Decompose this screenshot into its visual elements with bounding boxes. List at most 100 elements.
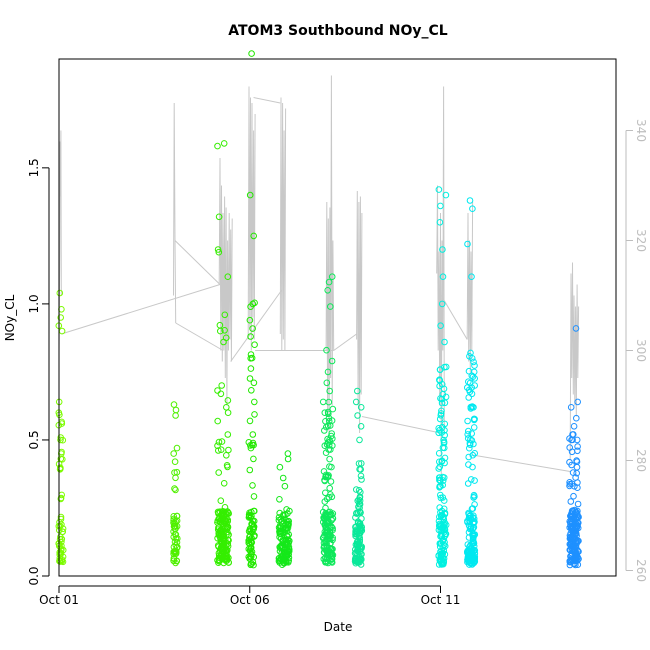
data-point <box>354 412 361 419</box>
data-point <box>247 351 255 358</box>
data-point <box>440 497 448 504</box>
data-point <box>57 513 65 521</box>
overlay-connector <box>174 240 221 285</box>
data-point <box>224 531 232 539</box>
data-point <box>324 408 332 416</box>
data-point <box>566 482 573 490</box>
data-point <box>172 406 180 414</box>
data-point <box>215 213 223 221</box>
data-point <box>251 341 258 349</box>
data-point <box>214 417 221 425</box>
data-point <box>573 457 580 464</box>
data-point <box>471 477 478 484</box>
data-point <box>214 142 221 150</box>
data-point <box>323 346 330 354</box>
data-point <box>170 528 177 535</box>
data-point <box>281 536 289 544</box>
data-point <box>356 494 364 502</box>
data-point <box>435 186 443 193</box>
data-point <box>356 436 363 444</box>
data-point <box>437 552 445 559</box>
data-point <box>248 548 256 556</box>
data-point <box>217 497 225 505</box>
right-tick-label: 280 <box>634 449 648 472</box>
data-point <box>352 398 360 406</box>
data-point <box>437 540 445 547</box>
overlay-connector <box>175 322 224 351</box>
data-point <box>353 540 361 548</box>
data-point <box>225 446 232 454</box>
data-point <box>571 531 579 538</box>
data-point <box>568 461 575 469</box>
data-point <box>437 491 444 499</box>
data-point <box>222 334 230 342</box>
data-point <box>440 439 448 447</box>
data-point <box>570 492 577 500</box>
data-point <box>218 531 225 538</box>
data-point <box>324 527 331 534</box>
data-point <box>172 412 179 419</box>
data-point <box>464 431 472 438</box>
data-point <box>250 493 258 500</box>
data-point <box>215 552 223 559</box>
data-point <box>466 444 473 452</box>
data-point <box>246 533 254 540</box>
data-point <box>469 556 476 563</box>
y-tick-label: 1.5 <box>27 158 41 177</box>
data-point <box>170 401 178 408</box>
data-point <box>245 539 253 547</box>
data-point <box>251 299 258 307</box>
data-point <box>284 455 292 463</box>
points-layer <box>55 50 582 569</box>
data-point <box>282 540 289 548</box>
data-point <box>438 530 445 537</box>
right-tick-label: 260 <box>634 559 648 582</box>
data-point <box>221 327 228 334</box>
data-point <box>248 508 255 516</box>
data-point <box>572 325 580 332</box>
x-tick-label: Oct 06 <box>230 593 270 607</box>
data-point <box>466 353 473 360</box>
data-point <box>56 551 64 558</box>
data-point <box>572 548 580 555</box>
data-point <box>276 547 284 555</box>
data-point <box>249 558 257 566</box>
data-point <box>323 379 331 387</box>
overlay-line-segment <box>325 75 335 434</box>
data-point <box>284 450 292 457</box>
data-point <box>215 469 222 476</box>
data-point <box>464 384 471 391</box>
data-point <box>572 555 579 563</box>
data-point <box>572 561 579 569</box>
data-point <box>470 524 477 532</box>
overlay-line-segment <box>58 130 62 351</box>
data-point <box>329 405 337 413</box>
data-point <box>325 494 333 501</box>
data-point <box>574 443 581 450</box>
data-point <box>224 542 232 550</box>
data-point <box>441 444 448 452</box>
data-point <box>326 387 334 395</box>
data-point <box>470 424 478 431</box>
data-point <box>573 463 581 471</box>
data-point <box>250 517 258 525</box>
data-point <box>215 515 222 523</box>
data-point <box>441 399 449 407</box>
data-point <box>59 525 67 533</box>
data-point <box>278 518 286 525</box>
data-point <box>215 447 222 454</box>
overlay-connector <box>61 284 221 335</box>
data-point <box>328 357 336 365</box>
data-point <box>357 551 365 558</box>
data-point <box>358 515 365 522</box>
data-point <box>573 530 580 537</box>
data-point <box>469 205 476 212</box>
data-point <box>466 379 474 387</box>
data-point <box>441 338 448 346</box>
data-point <box>321 520 329 528</box>
data-point <box>323 547 331 554</box>
overlay-line-segment <box>569 262 580 461</box>
data-point <box>251 398 258 406</box>
data-point <box>215 248 223 256</box>
chart-title: ATOM3 Southbound NOy_CL <box>228 23 448 39</box>
